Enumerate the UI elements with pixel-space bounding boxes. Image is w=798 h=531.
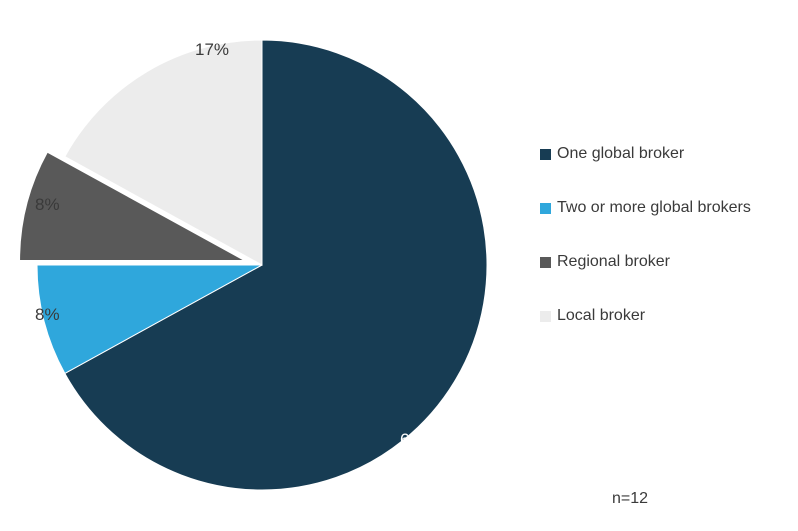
legend: One global broker Two or more global bro… [540,145,780,361]
legend-label-1: Two or more global brokers [557,199,751,217]
slice-label-3: 17% [195,40,229,60]
legend-item-1: Two or more global brokers [540,199,780,217]
slice-label-2: 8% [35,195,60,215]
legend-swatch-3 [540,311,551,322]
pie-chart [12,20,532,520]
footnote: n=12 [612,490,648,508]
slice-label-1: 8% [35,305,60,325]
legend-item-0: One global broker [540,145,780,163]
legend-swatch-0 [540,149,551,160]
legend-label-2: Regional broker [557,253,670,271]
legend-item-2: Regional broker [540,253,780,271]
legend-label-0: One global broker [557,145,684,163]
legend-swatch-1 [540,203,551,214]
legend-label-3: Local broker [557,307,645,325]
slice-label-0: 67% [400,430,434,450]
chart-container: 67% 8% 8% 17% One global broker Two or m… [0,0,798,531]
legend-item-3: Local broker [540,307,780,325]
legend-swatch-2 [540,257,551,268]
